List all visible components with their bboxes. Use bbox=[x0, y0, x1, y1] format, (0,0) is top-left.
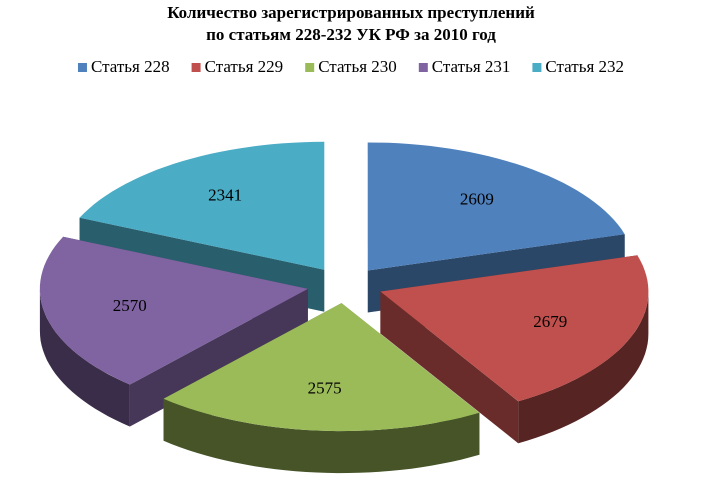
legend-swatch bbox=[532, 63, 542, 72]
pie: 2609 2679 2575 2570 2341 bbox=[39, 141, 649, 474]
slice bbox=[163, 303, 480, 432]
slice-wall bbox=[39, 288, 130, 427]
legend-swatch bbox=[191, 63, 201, 72]
slice-side bbox=[129, 288, 308, 427]
legend-swatch bbox=[305, 63, 315, 72]
data-label: 2679 bbox=[533, 312, 567, 331]
slice bbox=[367, 142, 625, 271]
data-label: 2609 bbox=[460, 190, 494, 209]
legend-swatch bbox=[77, 63, 87, 72]
chart-title: по статьям 228-232 УК РФ за 2010 год bbox=[206, 25, 496, 44]
legend-label: Статья 230 bbox=[318, 57, 397, 76]
data-label: 2570 bbox=[113, 296, 147, 315]
legend-label: Статья 232 bbox=[545, 57, 624, 76]
slice-wall bbox=[518, 291, 649, 444]
data-label: 2341 bbox=[208, 186, 242, 205]
slice bbox=[79, 141, 325, 270]
legend-label: Статья 228 bbox=[91, 57, 170, 76]
slice-wall bbox=[163, 398, 480, 474]
slice bbox=[39, 236, 308, 385]
slice bbox=[380, 255, 649, 402]
legend-label: Статья 231 bbox=[432, 57, 511, 76]
legend-label: Статья 229 bbox=[205, 57, 284, 76]
legend: Статья 228 Статья 229 Статья 230 Статья 231… bbox=[77, 57, 624, 76]
slice-side bbox=[380, 291, 519, 444]
data-label: 2575 bbox=[308, 379, 342, 398]
chart-title: Количество зарегистрированных преступлен… bbox=[167, 3, 535, 22]
legend-swatch bbox=[418, 63, 428, 72]
